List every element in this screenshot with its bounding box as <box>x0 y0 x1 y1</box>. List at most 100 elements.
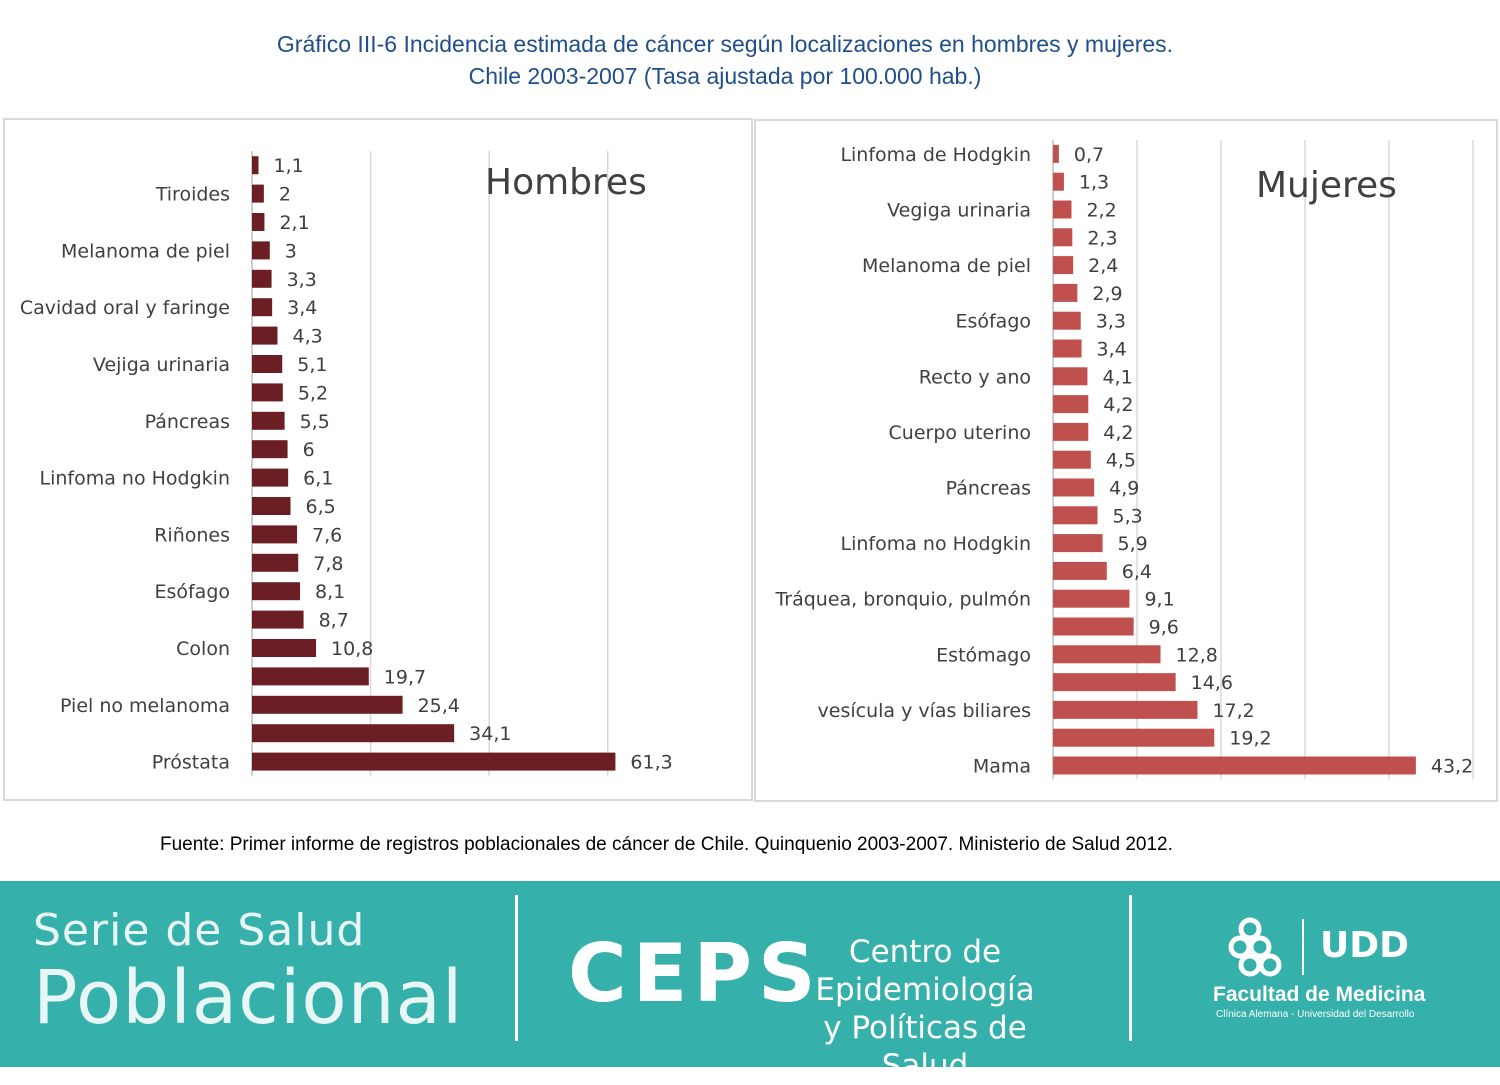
women-bar <box>1053 367 1088 386</box>
men-value-label: 3 <box>285 240 297 262</box>
men-bar <box>252 497 291 515</box>
men-bar <box>252 695 403 714</box>
men-value-label: 7,6 <box>312 524 342 546</box>
men-panel-label: Hombres <box>485 162 647 203</box>
faculty-subtitle: Clínica Alemana - Universidad del Desarr… <box>1216 1009 1415 1020</box>
men-value-label: 2 <box>279 184 291 206</box>
men-bar <box>252 440 288 459</box>
ceps-subtitle-line-2: y Políticas de Salud <box>823 1010 1027 1084</box>
women-bar <box>1053 339 1082 358</box>
women-category-label: Tráquea, bronquio, pulmón <box>774 589 1031 611</box>
women-bar <box>1053 534 1103 553</box>
women-value-label: 0,7 <box>1074 144 1104 166</box>
men-bar <box>252 241 270 260</box>
men-category-label: Colon <box>176 638 230 660</box>
women-bar <box>1053 144 1059 163</box>
udd-logo-text: UDD <box>1320 925 1409 966</box>
men-bar <box>252 298 273 317</box>
men-bar <box>252 269 272 288</box>
women-bar <box>1053 617 1134 636</box>
men-category-label: Riñones <box>154 524 230 546</box>
women-value-label: 2,3 <box>1087 227 1117 249</box>
men-value-label: 5,2 <box>298 382 328 404</box>
men-bar <box>252 525 298 544</box>
men-bar <box>252 639 317 657</box>
men-value-label: 34,1 <box>469 723 511 745</box>
women-bar <box>1053 256 1074 275</box>
women-value-label: 4,5 <box>1106 450 1136 472</box>
women-category-label: Linfoma de Hodgkin <box>840 144 1031 166</box>
men-value-label: 2,1 <box>279 212 309 234</box>
women-value-label: 3,4 <box>1097 339 1127 361</box>
men-category-label: Tiroides <box>155 184 230 206</box>
women-value-label: 2,2 <box>1086 200 1116 222</box>
women-panel-label: Mujeres <box>1256 165 1397 206</box>
women-bar <box>1053 561 1107 580</box>
men-bar-chart: Hombres 1,1 2 Tiroides 2,1 3 Melanoma de piel 3… <box>20 151 673 776</box>
men-value-label: 5,1 <box>297 354 327 376</box>
ceps-subtitle: Centro de Epidemiología y Políticas de S… <box>780 933 1070 1085</box>
ceps-subtitle-line-1: Centro de Epidemiología <box>815 934 1035 1008</box>
women-bar-chart: Mujeres 0,7 Linfoma de Hodgkin 1,3 2,2 Vegiga… <box>774 140 1474 780</box>
men-bar <box>252 156 259 175</box>
women-value-label: 5,3 <box>1113 505 1143 527</box>
men-bar <box>252 667 369 686</box>
women-category-label: Vegiga urinaria <box>887 200 1031 222</box>
men-value-label: 3,3 <box>287 269 317 291</box>
women-category-label: vesícula y vías biliares <box>818 700 1031 722</box>
ceps-logo-text: CEPS <box>568 927 822 1020</box>
women-value-label: 3,3 <box>1096 311 1126 333</box>
men-category-label: Melanoma de piel <box>61 240 230 262</box>
women-bar <box>1053 728 1215 747</box>
women-category-label: Linfoma no Hodgkin <box>841 533 1031 555</box>
women-category-label: Recto y ano <box>919 366 1031 388</box>
footer-banner: Serie de Salud Poblacional CEPS Centro d… <box>0 881 1500 1084</box>
women-category-label: Cuerpo uterino <box>889 422 1031 444</box>
women-bar <box>1053 673 1176 692</box>
women-bar <box>1053 200 1072 219</box>
men-bar <box>252 355 283 373</box>
women-bar <box>1053 645 1161 664</box>
faculty-name: Facultad de Medicina <box>1213 983 1426 1006</box>
women-value-label: 5,9 <box>1118 533 1148 555</box>
men-value-label: 25,4 <box>418 695 460 717</box>
men-bar <box>252 184 264 203</box>
footer-divider <box>515 895 518 1041</box>
women-value-label: 4,9 <box>1109 478 1139 500</box>
women-value-label: 9,6 <box>1149 617 1179 639</box>
series-title-line-2: Poblacional <box>33 955 464 1041</box>
women-bar <box>1053 395 1089 414</box>
men-bar <box>252 582 301 601</box>
men-bar <box>252 326 278 345</box>
men-value-label: 3,4 <box>287 297 317 319</box>
women-chart-panel: Mujeres 0,7 Linfoma de Hodgkin 1,3 2,2 Vegiga… <box>754 119 1498 802</box>
women-value-label: 12,8 <box>1176 644 1218 666</box>
women-bar <box>1053 172 1064 191</box>
men-bar <box>252 752 616 771</box>
women-bar <box>1053 478 1095 497</box>
men-bar <box>252 724 455 743</box>
women-value-label: 17,2 <box>1212 700 1254 722</box>
men-bar <box>252 383 283 402</box>
women-bar <box>1053 450 1091 469</box>
chart-title: Gráfico III-6 Incidencia estimada de cán… <box>0 28 1450 92</box>
men-value-label: 5,5 <box>300 411 330 433</box>
women-value-label: 2,4 <box>1088 255 1118 277</box>
men-value-label: 6,5 <box>306 496 336 518</box>
men-category-label: Cavidad oral y faringe <box>20 297 230 319</box>
men-value-label: 19,7 <box>384 666 426 688</box>
women-category-label: Melanoma de piel <box>862 255 1031 277</box>
udd-logo-icon: UDD <box>1228 917 1409 977</box>
men-bar <box>252 610 304 629</box>
men-value-label: 6,1 <box>303 468 333 490</box>
series-title-line-1: Serie de Salud <box>33 905 366 956</box>
men-bar <box>252 468 289 487</box>
women-value-label: 4,1 <box>1102 366 1132 388</box>
men-category-label: Vejiga urinaria <box>93 354 230 376</box>
women-bar <box>1053 756 1416 775</box>
men-category-label: Linfoma no Hodgkin <box>40 468 230 490</box>
men-value-label: 7,8 <box>313 553 343 575</box>
men-value-label: 6 <box>303 439 315 461</box>
women-value-label: 19,2 <box>1229 728 1271 750</box>
men-value-label: 8,7 <box>319 610 349 632</box>
